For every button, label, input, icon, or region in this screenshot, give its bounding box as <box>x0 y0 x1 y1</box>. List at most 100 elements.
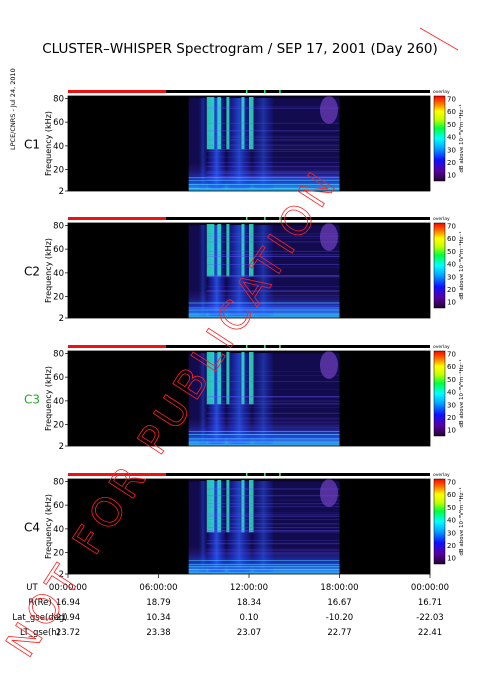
y-tick-label: 80 <box>53 221 64 231</box>
intense-column <box>226 224 230 277</box>
purple-patch <box>319 479 338 507</box>
intense-column <box>206 224 215 277</box>
status-tick <box>279 90 281 93</box>
y-axis-label: Frequency (kHz) <box>44 366 53 431</box>
colorbar-tick-label: 40 <box>447 389 456 397</box>
ephemeris-value: 21.94 <box>56 613 80 623</box>
intense-column <box>217 480 222 533</box>
ephemeris-row-label: LT_gse(h) <box>20 628 60 638</box>
burst-region <box>199 481 207 572</box>
y-tick-label: 80 <box>53 94 64 104</box>
ephemeris-value: 22.77 <box>327 628 351 638</box>
figure-title: CLUSTER–WHISPER Spectrogram / SEP 17, 20… <box>42 41 438 57</box>
colorbar-tag: overlay <box>433 89 450 95</box>
status-bar-active <box>68 217 167 220</box>
colorbar-tick-label: 40 <box>447 517 456 525</box>
y-axis-label: Frequency (kHz) <box>44 111 53 176</box>
intense-column <box>226 97 230 150</box>
y-tick-label: 60 <box>53 501 64 511</box>
status-tick <box>245 473 248 476</box>
colorbar-tick-label: 40 <box>447 261 456 269</box>
x-tick-label: 18:00:00 <box>320 583 358 593</box>
burst-region <box>199 225 207 316</box>
ephemeris-value: 0.10 <box>240 613 259 623</box>
ephemeris-value: 23.38 <box>146 628 170 638</box>
burst-region <box>199 353 207 444</box>
status-tick <box>279 345 281 348</box>
y-tick-label: 20 <box>53 421 64 431</box>
colorbar-tick-label: 60 <box>447 235 456 243</box>
colorbar-tick-label: 60 <box>447 363 456 371</box>
burst-region <box>253 225 274 316</box>
colorbar-tick-label: 70 <box>447 223 456 231</box>
status-bar-active <box>68 473 167 476</box>
status-tick <box>264 217 266 220</box>
colorbar-tick-label: 50 <box>447 504 456 512</box>
ephemeris-value: 10.34 <box>146 613 170 623</box>
ephemeris-value: -10.20 <box>326 613 353 623</box>
y-tick-label: 2 <box>59 442 64 452</box>
spacecraft-label: C2 <box>24 265 40 279</box>
colorbar-tick-label: 20 <box>447 542 456 550</box>
intense-column <box>206 480 215 533</box>
colorbar-tick-label: 50 <box>447 376 456 384</box>
status-tick <box>245 217 248 220</box>
colorbar-tick-label: 30 <box>447 529 456 537</box>
intense-column <box>249 224 254 277</box>
status-bar-active <box>68 345 167 348</box>
y-axis-label: Frequency (kHz) <box>44 238 53 303</box>
ephemeris-value: 16.71 <box>418 598 442 608</box>
y-tick-label: 20 <box>53 549 64 559</box>
purple-patch <box>319 351 338 379</box>
colorbar <box>433 478 446 565</box>
colorbar-tick-label: 70 <box>447 351 456 359</box>
intense-column <box>249 480 254 533</box>
colorbar <box>433 222 446 309</box>
colorbar <box>433 95 446 182</box>
ephemeris-row-label: UT <box>26 583 38 593</box>
colorbar-tick-label: 10 <box>447 299 456 307</box>
colorbar-tick-label: 70 <box>447 479 456 487</box>
status-tick <box>264 473 266 476</box>
colorbar-tick-label: 30 <box>447 273 456 281</box>
colorbar <box>433 350 446 437</box>
status-tick <box>245 345 248 348</box>
colorbar-tick-label: 10 <box>447 427 456 435</box>
spacecraft-label: C3 <box>24 393 40 407</box>
ephemeris-value: -22.03 <box>416 613 443 623</box>
y-tick-label: 60 <box>53 118 64 128</box>
colorbar-tick-label: 20 <box>447 414 456 422</box>
y-tick-label: 60 <box>53 373 64 383</box>
intense-column <box>241 97 245 150</box>
y-tick-label: 80 <box>53 349 64 359</box>
colorbar-label: dB above 10⁻⁸V²m⁻²Hz⁻¹ <box>458 487 465 555</box>
colorbar-tick-label: 10 <box>447 555 456 563</box>
panel-frame <box>67 350 431 447</box>
purple-patch <box>319 96 338 124</box>
colorbar-tick-label: 30 <box>447 146 456 154</box>
colorbar-tick-label: 60 <box>447 108 456 116</box>
purple-patch <box>319 223 338 251</box>
intense-column <box>217 97 222 150</box>
intense-column <box>206 352 215 405</box>
y-tick-label: 2 <box>59 187 64 197</box>
colorbar-tick-label: 20 <box>447 286 456 294</box>
intense-column <box>226 480 230 533</box>
burst-region <box>227 353 251 444</box>
y-tick-label: 20 <box>53 293 64 303</box>
status-bar-active <box>68 90 167 93</box>
burst-region <box>253 353 274 444</box>
intense-column <box>241 352 245 405</box>
status-bar <box>68 90 430 93</box>
intense-column <box>249 97 254 150</box>
intense-column <box>217 352 222 405</box>
colorbar-tick-label: 50 <box>447 248 456 256</box>
intense-column <box>241 224 245 277</box>
ephemeris-value: 16.67 <box>327 598 351 608</box>
status-bar <box>68 345 430 348</box>
x-tick-label: 12:00:00 <box>230 583 268 593</box>
